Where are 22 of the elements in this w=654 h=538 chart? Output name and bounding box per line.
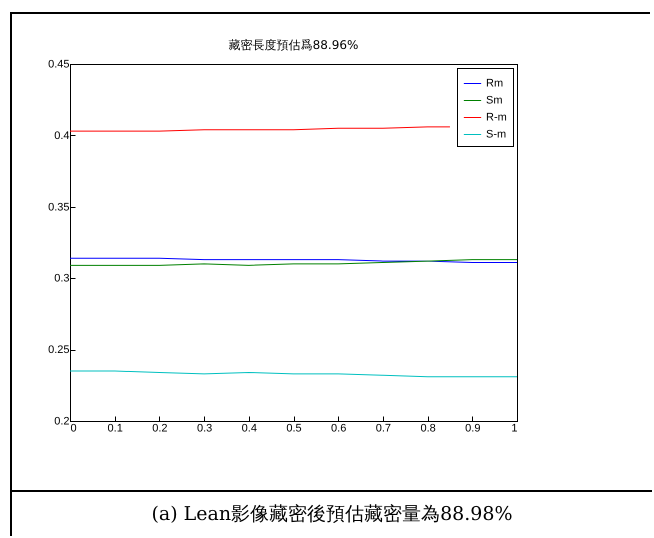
y-tick-label: 0.3 (54, 272, 70, 285)
legend-label: Sm (486, 94, 502, 106)
x-tick-label: 0.6 (331, 422, 346, 434)
y-tick-label: 0.45 (48, 58, 70, 70)
x-tick-label: 1 (511, 422, 518, 434)
y-tick-label: 0.25 (48, 344, 70, 356)
x-tick-label: 0.7 (376, 422, 392, 434)
x-tick-label: 0.5 (286, 422, 302, 434)
x-tick-label: 0.3 (196, 422, 212, 434)
y-tick-label: 0.4 (54, 130, 70, 142)
legend-label: S-m (486, 128, 506, 140)
x-tick-label: 0 (70, 422, 77, 434)
y-tick-label: 0.35 (48, 201, 70, 214)
x-tick-label: 0.1 (108, 422, 123, 434)
x-tick-label: 0.4 (242, 422, 257, 434)
legend-label: Rm (486, 78, 504, 90)
x-tick-label: 0.9 (465, 422, 480, 434)
legend-label: R-m (486, 112, 507, 124)
text: (a) Lean影像藏密後預估藏密量為88.98% (12, 490, 652, 538)
chart-title: 藏密長度預估爲88.96% (228, 38, 358, 52)
x-tick-label: 0.2 (152, 422, 168, 434)
x-tick-label: 0.8 (420, 422, 436, 434)
